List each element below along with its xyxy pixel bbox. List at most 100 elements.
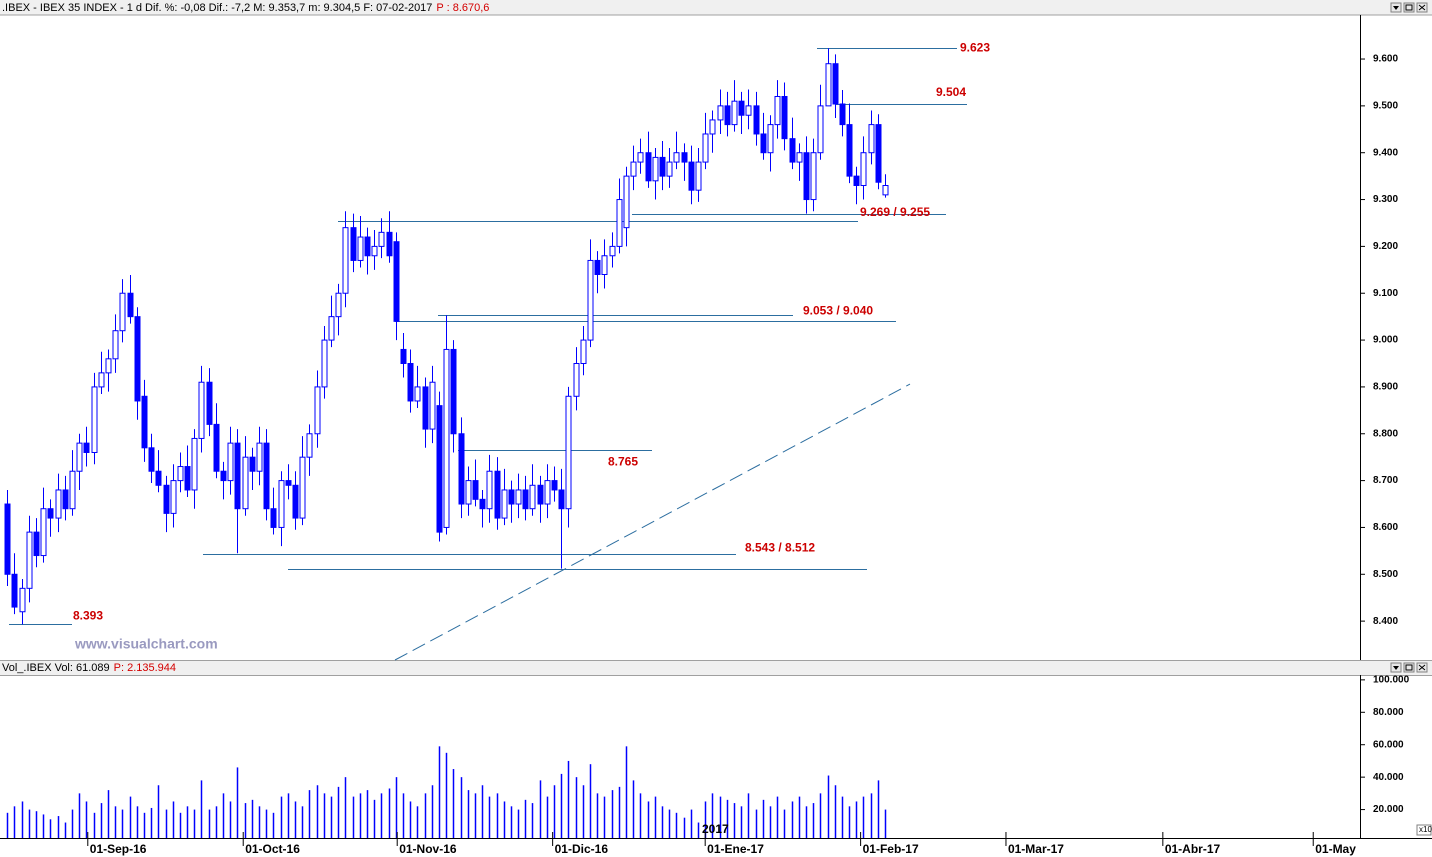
close-icon (1418, 4, 1426, 11)
candle-body (501, 489, 508, 519)
candle-body (119, 292, 126, 332)
y-tick-label: 9.300 (1373, 194, 1398, 205)
candle-body (645, 152, 652, 182)
volume-header-value: P: 2.135.944 (114, 662, 176, 674)
candle-body (306, 433, 313, 458)
candle-body (745, 105, 752, 116)
candle-body (508, 489, 515, 505)
candle-body (537, 484, 544, 505)
candle-body (868, 124, 875, 154)
candle-body (673, 152, 680, 163)
candle-body (378, 231, 385, 247)
volume-header-bar (0, 660, 1432, 675)
menu-icon (1393, 6, 1399, 10)
price-header-bar (0, 0, 1432, 15)
level-label: 8.393 (73, 609, 103, 623)
candle-body (609, 245, 616, 257)
candle-body (436, 405, 443, 533)
candle-body (494, 470, 501, 519)
x-tick-label: 01-Sep-16 (90, 842, 147, 856)
candle-body (47, 508, 54, 519)
candle-body (774, 96, 781, 126)
candle-body (551, 480, 558, 491)
candle-body (875, 124, 882, 183)
candle-body (371, 245, 378, 257)
candle-body (170, 480, 177, 514)
candle-body (565, 395, 572, 510)
y-tick-label: 20.000 (1373, 804, 1404, 815)
candle-body (386, 231, 393, 257)
candle-body (163, 484, 170, 514)
candle-body (285, 480, 292, 486)
x-tick-label: 01-Ene-17 (707, 842, 764, 856)
candle-body (853, 175, 860, 187)
trendline (394, 383, 911, 661)
maximize-button[interactable] (1403, 662, 1415, 673)
candle-body (40, 508, 47, 557)
plot-area: www.visualchart.com (4, 48, 967, 842)
x-tick-label: 01-Mar-17 (1008, 842, 1064, 856)
candle-body (83, 442, 90, 453)
x-tick-label: 01-Abr-17 (1165, 842, 1221, 856)
candle-body (141, 395, 148, 449)
candle-body (227, 442, 234, 482)
candle-body (335, 292, 342, 318)
candle-body (321, 339, 328, 388)
candle-body (738, 100, 745, 116)
candle-body (753, 105, 760, 135)
candle-body (191, 437, 198, 491)
maximize-button[interactable] (1403, 2, 1415, 13)
candle-body (860, 152, 867, 187)
candle-body (825, 63, 832, 107)
y-tick-label: 40.000 (1373, 772, 1404, 783)
candle-body (666, 161, 673, 177)
candle-body (55, 489, 62, 519)
candle-body (472, 480, 479, 500)
candle-body (702, 133, 709, 163)
candle-body (26, 531, 33, 589)
candle-body (328, 316, 335, 341)
candle-body (630, 161, 637, 177)
maximize-icon (1405, 4, 1413, 11)
candle-body (299, 456, 306, 519)
candle-body (767, 124, 774, 154)
candle-body (184, 466, 191, 491)
candle-body (846, 124, 853, 177)
candle-body (4, 503, 11, 575)
x-tick-label: 01-Feb-17 (863, 842, 919, 856)
y-tick-label: 9.500 (1373, 101, 1398, 112)
candle-body (717, 105, 724, 121)
menu-icon (1393, 666, 1399, 670)
candle-body (601, 255, 608, 275)
candle-body (76, 442, 83, 472)
candle-body (616, 199, 623, 247)
candle-body (652, 156, 659, 182)
candle-body (249, 456, 256, 472)
y-tick-label: 8.600 (1373, 522, 1398, 533)
candle-body (465, 480, 472, 505)
candle-body (450, 348, 457, 435)
y-tick-label: 60.000 (1373, 739, 1404, 750)
candle-body (443, 348, 450, 528)
y-tick-label: 8.400 (1373, 616, 1398, 627)
candle-body (681, 152, 688, 163)
candle-body (11, 573, 18, 608)
candle-body (364, 236, 371, 257)
price-header: .IBEX - IBEX 35 INDEX - 1 d Dif. %: -0,0… (2, 2, 432, 14)
y-tick-label: 8.500 (1373, 569, 1398, 580)
candle-body (637, 152, 644, 163)
window-buttons[interactable] (1390, 2, 1428, 673)
y-tick-label: 8.900 (1373, 382, 1398, 393)
candle-body (342, 227, 349, 294)
y-tick-label: 9.400 (1373, 147, 1398, 158)
candle-body (515, 489, 522, 505)
y-tick-label: 9.200 (1373, 241, 1398, 252)
candle-body (709, 119, 716, 135)
candle-body (781, 96, 788, 140)
units-label: x10 (1419, 825, 1432, 834)
level-label: 9.053 / 9.040 (803, 303, 873, 317)
candle-body (177, 466, 184, 482)
